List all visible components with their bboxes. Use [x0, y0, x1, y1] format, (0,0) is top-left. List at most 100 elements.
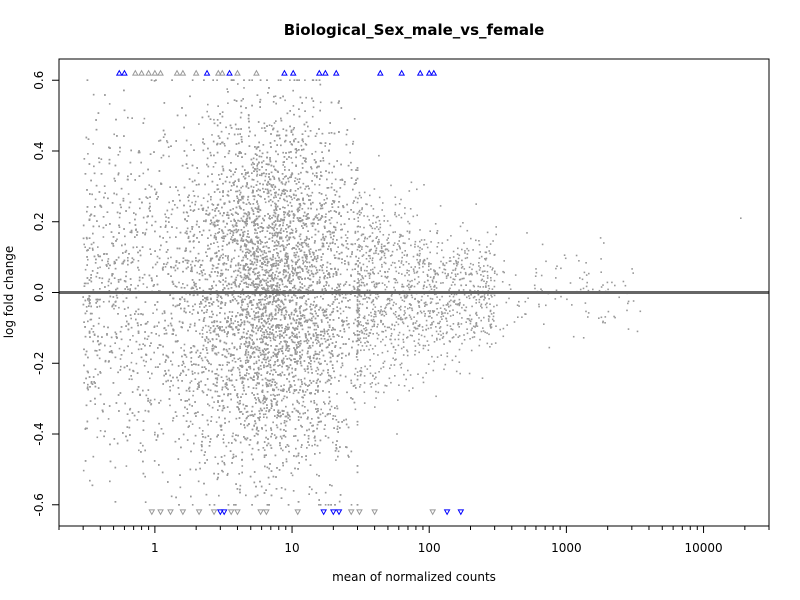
data-point	[254, 327, 257, 329]
data-point	[119, 150, 121, 153]
data-point	[298, 220, 300, 222]
data-point	[284, 436, 287, 438]
data-point	[264, 413, 267, 415]
data-point	[177, 189, 179, 192]
data-point	[108, 267, 110, 270]
data-point	[322, 272, 325, 274]
data-point	[170, 213, 173, 216]
data-point	[210, 416, 213, 418]
data-point	[278, 243, 280, 245]
data-point	[272, 175, 274, 178]
data-point	[320, 142, 323, 145]
data-point	[271, 236, 274, 239]
data-point	[216, 378, 219, 381]
data-point	[294, 384, 296, 386]
data-point	[330, 210, 332, 212]
data-point	[247, 230, 249, 232]
data-point	[295, 227, 297, 230]
data-point	[226, 378, 229, 381]
data-point	[192, 394, 194, 397]
data-point	[303, 285, 306, 287]
data-point	[166, 141, 169, 144]
data-point	[108, 103, 111, 105]
data-point	[251, 414, 254, 416]
data-point	[279, 373, 282, 375]
data-point	[282, 164, 284, 166]
data-point	[258, 410, 260, 412]
data-point	[159, 399, 162, 402]
data-point	[165, 216, 167, 218]
data-point	[302, 259, 304, 262]
data-point	[331, 293, 334, 296]
data-point	[279, 337, 281, 339]
data-point	[304, 370, 307, 372]
data-point	[291, 474, 294, 477]
data-point	[310, 255, 312, 258]
data-point	[314, 306, 316, 309]
data-point	[191, 423, 194, 425]
data-point	[280, 79, 282, 81]
data-point	[270, 394, 272, 396]
data-point	[221, 302, 224, 304]
data-point	[322, 264, 324, 266]
data-point	[308, 444, 310, 446]
data-point	[145, 228, 148, 231]
data-point	[184, 366, 186, 368]
data-point	[87, 282, 89, 285]
data-point	[354, 243, 356, 245]
data-point	[292, 268, 294, 271]
data-point	[252, 186, 255, 188]
data-point	[268, 363, 270, 365]
data-point	[279, 137, 281, 140]
data-point	[214, 377, 217, 380]
data-point	[341, 364, 344, 367]
data-point	[142, 172, 145, 175]
data-point	[223, 462, 225, 464]
data-point	[90, 318, 93, 321]
data-point	[248, 373, 250, 375]
data-point	[242, 293, 245, 296]
data-point	[149, 401, 151, 404]
data-point	[265, 173, 268, 175]
data-point	[216, 79, 218, 81]
data-point	[230, 236, 233, 238]
data-point	[298, 341, 300, 343]
data-point	[289, 189, 292, 191]
data-point	[217, 395, 219, 397]
data-point	[205, 336, 208, 338]
data-point	[192, 190, 195, 192]
data-point	[252, 247, 254, 250]
data-point	[215, 421, 218, 423]
data-point	[191, 313, 194, 315]
data-point	[294, 311, 297, 313]
data-point	[159, 248, 161, 251]
data-point	[159, 363, 161, 365]
data-point	[314, 174, 316, 177]
data-point	[248, 366, 250, 368]
data-point	[83, 243, 85, 246]
data-point	[268, 124, 271, 126]
data-point	[303, 241, 306, 244]
data-point	[255, 485, 257, 488]
data-point	[86, 386, 89, 388]
data-point	[261, 428, 263, 430]
data-point	[227, 269, 229, 271]
data-point	[166, 261, 169, 264]
data-point	[304, 188, 306, 190]
data-point	[318, 504, 320, 506]
data-point	[137, 260, 140, 262]
data-point	[342, 310, 345, 313]
data-point	[258, 306, 260, 309]
data-point	[158, 140, 160, 142]
data-point	[227, 259, 229, 261]
data-point	[261, 384, 264, 387]
data-point	[336, 251, 338, 253]
data-point	[183, 343, 186, 346]
data-point	[354, 408, 357, 411]
data-point	[260, 298, 262, 301]
data-point	[222, 235, 225, 238]
data-point	[325, 194, 327, 197]
data-point	[98, 298, 100, 301]
data-point	[245, 494, 247, 497]
